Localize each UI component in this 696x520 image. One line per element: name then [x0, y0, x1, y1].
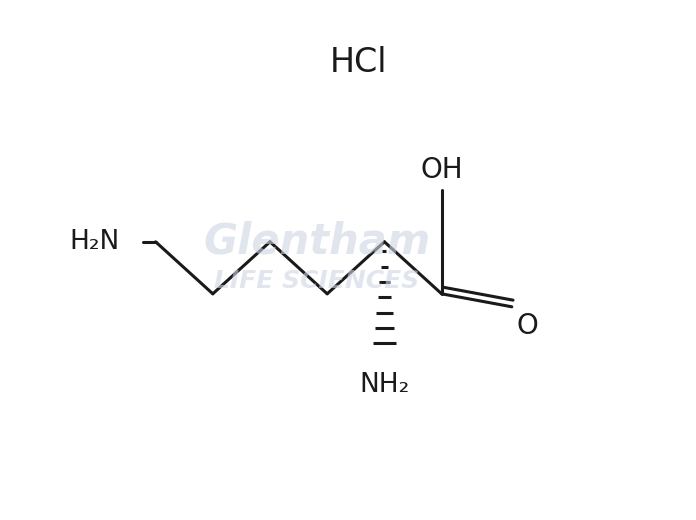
- Text: Glentham: Glentham: [203, 221, 430, 263]
- Text: OH: OH: [420, 155, 463, 184]
- Text: H₂N: H₂N: [69, 229, 119, 255]
- Text: LIFE SCIENCES: LIFE SCIENCES: [214, 269, 420, 293]
- Text: HCl: HCl: [330, 46, 387, 79]
- Text: NH₂: NH₂: [359, 372, 409, 398]
- Text: O: O: [517, 312, 539, 340]
